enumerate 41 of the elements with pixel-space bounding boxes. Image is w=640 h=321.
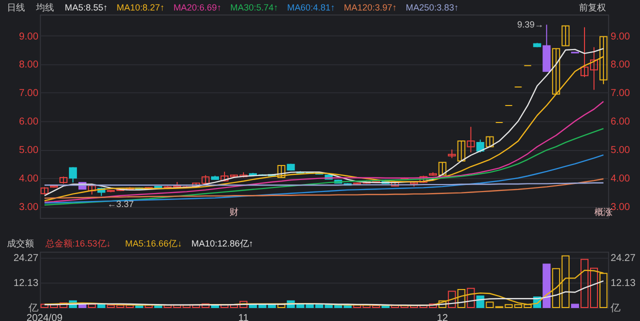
text: 成交额 [6,238,34,249]
y2-tick-label: 4.00 [610,174,630,184]
text: MA60:4.81↑ [287,2,335,12]
text: MA5:8.55↑ [64,2,108,12]
y-tick-label: 5.00 [19,145,39,156]
y-tick-label: 9.00 [19,31,39,42]
y2-tick-label: 24.27 [610,252,636,264]
y2-tick-label: 6.00 [610,116,630,128]
text: MA10:12.86亿↑ [191,238,254,249]
y-tick-label: 7.00 [19,88,39,100]
y2-tick-label: 亿 [610,303,621,314]
y2-tick-label: 5.00 [610,145,630,156]
text: 均线 [34,2,54,12]
y2-tick-label: 8.00 [610,60,630,71]
y-tick-label: 4.00 [19,174,39,184]
x-tick-label: 2024/09 [26,313,63,321]
y-tick-label: 3.00 [19,202,39,213]
y2-tick-label: 9.00 [610,31,630,42]
x-tick-label: 11 [238,313,250,321]
y-tick-label: 24.27 [13,252,39,264]
annotation: 概涨 [594,206,612,217]
annotation: ←3.37 [107,198,134,209]
text: 日线 [6,2,25,12]
y-tick-label: 12.13 [13,278,39,289]
text: MA5:16.66亿↓ [125,238,182,249]
text: MA30:5.74↑ [230,2,278,12]
text: 前复权 [579,2,606,12]
y-tick-label: 8.00 [19,60,39,71]
text: MA250:3.83↑ [406,2,459,12]
text: MA120:3.97↑ [344,2,397,12]
x-tick-label: 12 [436,313,448,321]
y2-tick-label: 7.00 [610,88,630,100]
text: MA20:6.69↑ [173,2,222,12]
y2-tick-label: 12.13 [610,278,636,289]
y-tick-label: 亿 [27,303,38,314]
annotation: 9.39→ [517,20,544,30]
y-tick-label: 6.00 [19,116,39,128]
text: 总金额:16.53亿↓ [44,238,111,249]
annotation: 财 [229,206,238,217]
y2-tick-label: 3.00 [610,202,630,213]
text: MA10:8.27↑ [116,2,165,12]
